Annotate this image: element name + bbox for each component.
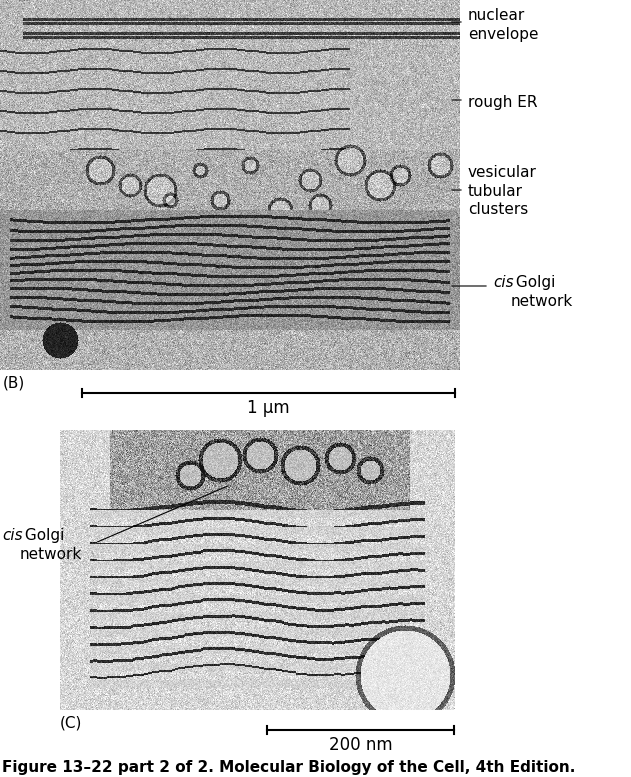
Text: (B): (B): [3, 376, 25, 391]
Text: cis: cis: [493, 275, 514, 290]
Text: (C): (C): [60, 715, 83, 730]
Text: Golgi
network: Golgi network: [20, 528, 82, 562]
Text: rough ER: rough ER: [468, 95, 538, 110]
Text: nuclear
envelope: nuclear envelope: [468, 8, 538, 42]
Text: Golgi
network: Golgi network: [511, 275, 573, 308]
Text: 1 μm: 1 μm: [247, 399, 290, 417]
Text: vesicular
tubular
clusters: vesicular tubular clusters: [468, 165, 537, 218]
Text: cis: cis: [2, 528, 23, 543]
Text: Figure 13–22 part 2 of 2. Molecular Biology of the Cell, 4th Edition.: Figure 13–22 part 2 of 2. Molecular Biol…: [2, 760, 575, 775]
Text: 200 nm: 200 nm: [329, 736, 392, 754]
